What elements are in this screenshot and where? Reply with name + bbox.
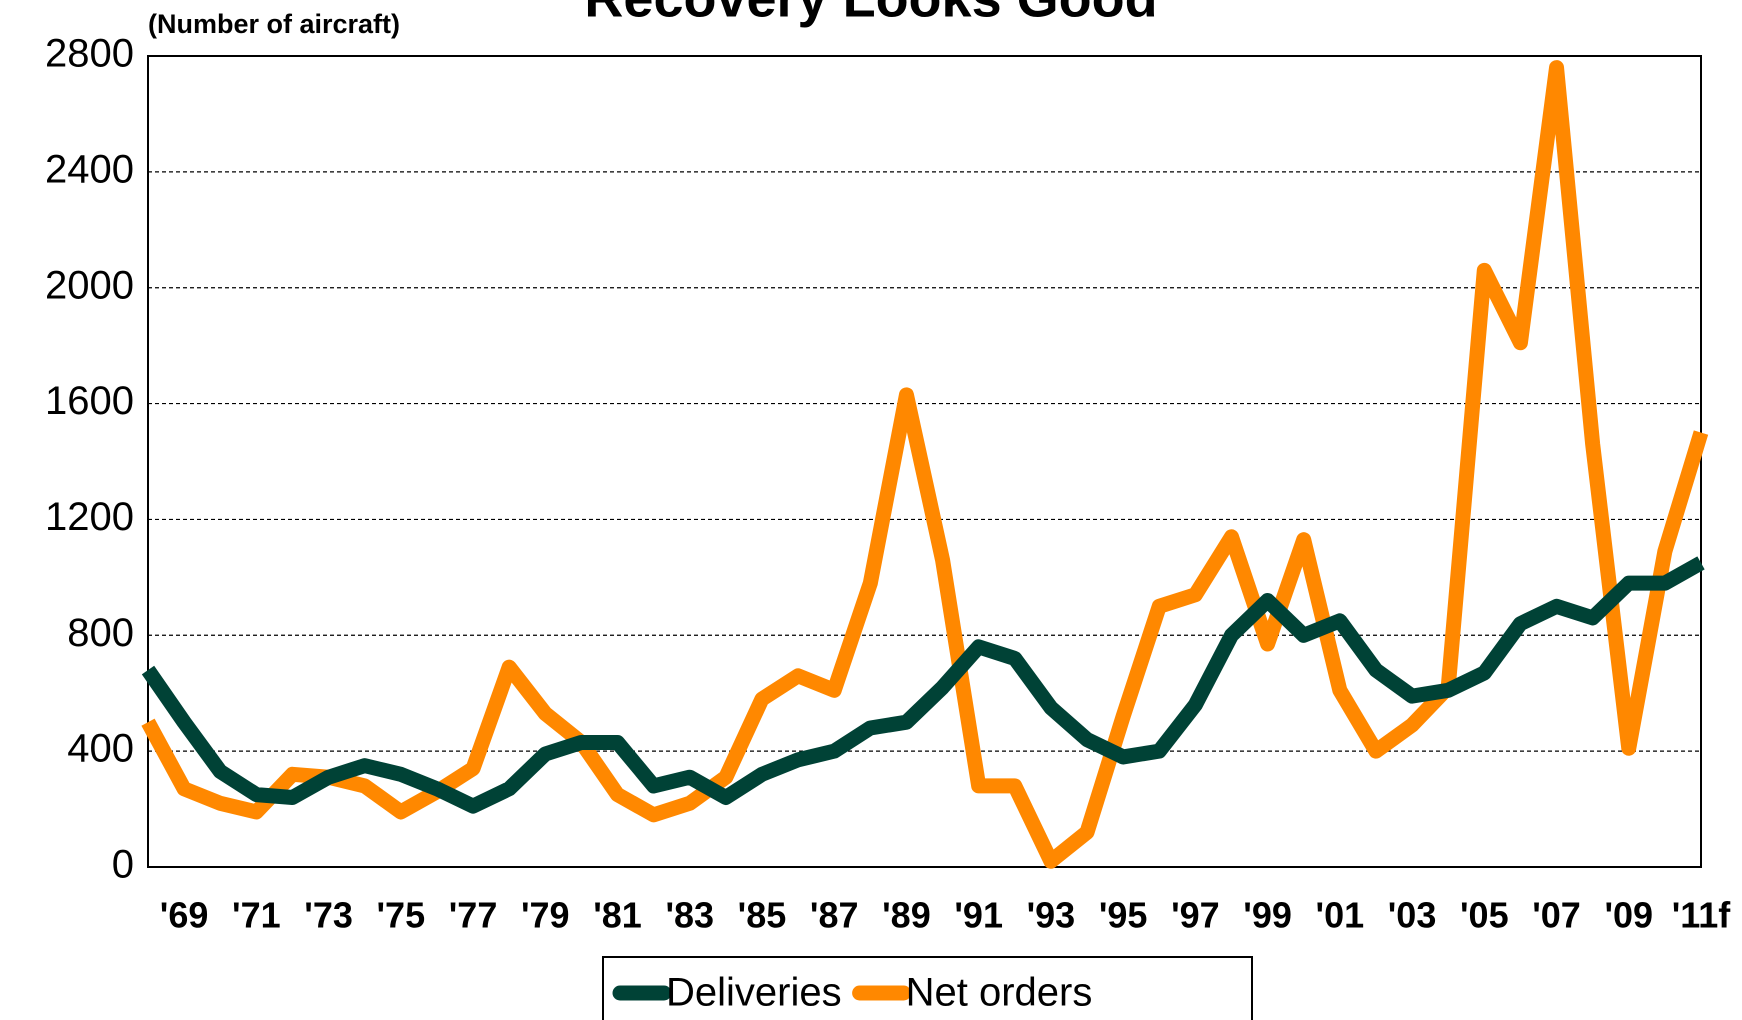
y-tick-label: 800 bbox=[67, 611, 134, 655]
x-tick-label: '01 bbox=[1316, 895, 1365, 936]
legend-box bbox=[602, 956, 1253, 1020]
x-tick-label: '89 bbox=[882, 895, 931, 936]
y-tick-label: 1200 bbox=[45, 495, 134, 539]
legend-label: Deliveries bbox=[666, 971, 842, 1015]
x-tick-label: '07 bbox=[1532, 895, 1581, 936]
x-tick-label: '79 bbox=[521, 895, 570, 936]
x-tick-label: '81 bbox=[593, 895, 642, 936]
x-tick-label: '03 bbox=[1388, 895, 1437, 936]
x-tick-label: '93 bbox=[1027, 895, 1076, 936]
y-tick-label: 2000 bbox=[45, 263, 134, 307]
x-tick-label: '87 bbox=[810, 895, 859, 936]
y-tick-label: 2800 bbox=[45, 32, 134, 76]
x-tick-label: '09 bbox=[1604, 895, 1653, 936]
x-tick-label: '91 bbox=[954, 895, 1003, 936]
x-tick-label: '95 bbox=[1099, 895, 1148, 936]
y-axis-label: (Number of aircraft) bbox=[148, 9, 400, 39]
x-tick-label: '99 bbox=[1243, 895, 1292, 936]
y-tick-label: 2400 bbox=[45, 147, 134, 191]
x-tick-label: '11f bbox=[1672, 895, 1732, 936]
plot-area bbox=[147, 55, 1702, 868]
x-tick-label: '83 bbox=[665, 895, 714, 936]
x-tick-label: '77 bbox=[449, 895, 498, 936]
series-line bbox=[141, 556, 1705, 814]
x-tick-label: '69 bbox=[160, 895, 209, 936]
x-tick-label: '75 bbox=[377, 895, 426, 936]
x-tick-label: '73 bbox=[304, 895, 353, 936]
y-tick-label: 1600 bbox=[45, 379, 134, 423]
y-tick-label: 0 bbox=[112, 843, 134, 887]
legend-label: Net orders bbox=[906, 971, 1093, 1015]
x-tick-label: '05 bbox=[1460, 895, 1509, 936]
y-tick-label: 400 bbox=[67, 727, 134, 771]
x-tick-label: '97 bbox=[1171, 895, 1220, 936]
x-tick-label: '85 bbox=[738, 895, 787, 936]
chart-title: Recovery Looks Good bbox=[584, 0, 1157, 28]
x-tick-label: '71 bbox=[232, 895, 281, 936]
series-line bbox=[141, 60, 1709, 869]
